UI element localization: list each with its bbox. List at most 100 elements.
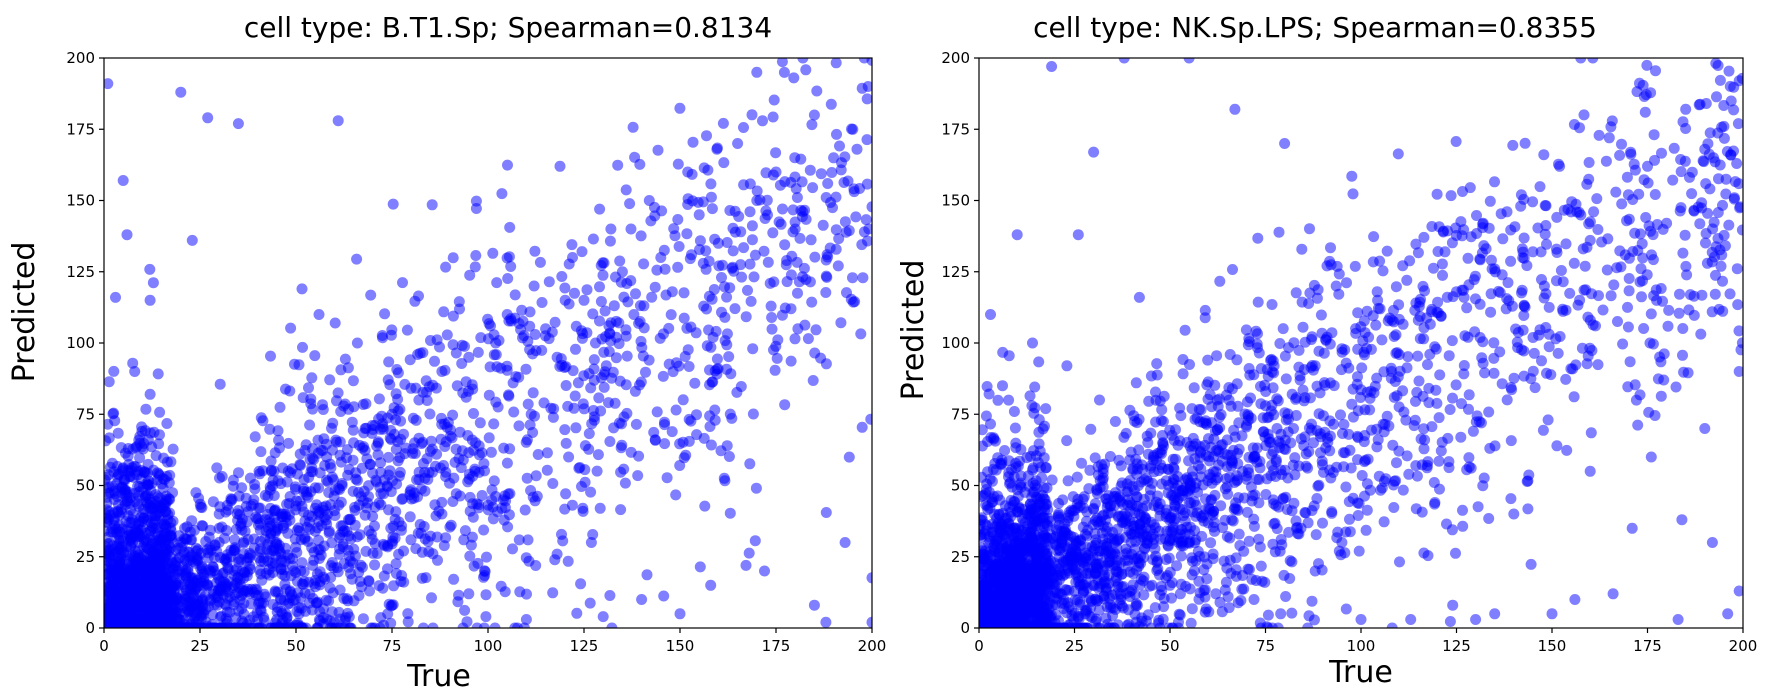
data-point	[144, 294, 156, 306]
trend-point	[461, 616, 473, 628]
trend-point	[768, 94, 780, 106]
trend-point	[354, 576, 366, 588]
trend-point	[487, 513, 499, 525]
trend-point	[472, 557, 484, 569]
trend-point	[705, 178, 717, 190]
trend-point	[719, 311, 731, 323]
trend-point	[678, 452, 690, 464]
trend-point	[705, 191, 717, 203]
trend-point	[522, 398, 534, 410]
trend-point	[458, 534, 470, 546]
trend-point	[791, 192, 803, 203]
trend-point	[438, 306, 450, 318]
trend-point	[372, 437, 384, 449]
trend-point	[652, 144, 664, 156]
trend-point	[587, 529, 599, 540]
trend-point	[721, 291, 733, 303]
trend-point	[275, 594, 287, 606]
trend-point	[387, 198, 399, 210]
trend-point	[687, 136, 699, 148]
cloud-point	[1302, 622, 1314, 628]
trend-point	[447, 310, 459, 322]
data-point	[309, 502, 321, 514]
trend-point	[806, 119, 818, 131]
trend-point	[356, 561, 368, 573]
trend-point	[314, 467, 326, 479]
y-tick-label-left: 50	[76, 477, 95, 495]
data-point	[359, 423, 371, 434]
trend-point	[792, 323, 804, 335]
cloud-point	[390, 558, 402, 570]
cloud-point	[1286, 556, 1298, 568]
cloud-point	[399, 378, 411, 390]
cloud-point	[120, 447, 131, 459]
cloud-point	[195, 501, 207, 513]
cloud-point	[309, 482, 321, 494]
trend-point	[570, 343, 581, 355]
data-point	[424, 445, 436, 457]
cloud-point	[547, 478, 559, 489]
cloud-point	[228, 622, 240, 628]
trend-point	[466, 379, 478, 391]
trend-point	[620, 330, 632, 342]
trend-point	[778, 66, 790, 78]
x-tick-label-left: 200	[858, 637, 887, 655]
cloud-point	[743, 547, 755, 559]
trend-point	[779, 239, 791, 251]
x-tick-label-left: 0	[99, 637, 109, 655]
scatter-points-right	[979, 58, 1743, 628]
cloud-point	[1003, 394, 1015, 406]
data-point	[605, 223, 617, 235]
trend-point	[309, 350, 321, 362]
data-point	[121, 229, 133, 241]
data-point	[351, 337, 363, 349]
trend-point	[569, 390, 581, 402]
trend-point	[531, 490, 543, 502]
trend-point	[594, 502, 606, 514]
x-tick-label-left: 50	[286, 637, 305, 655]
data-point	[451, 380, 463, 392]
cloud-point	[388, 580, 400, 592]
trend-point	[632, 470, 644, 482]
cloud-point	[1034, 445, 1046, 457]
trend-point	[686, 249, 697, 261]
cloud-point	[1370, 319, 1382, 331]
trend-point	[480, 611, 492, 623]
trend-point	[253, 465, 265, 477]
trend-point	[335, 364, 347, 376]
data-point	[375, 457, 386, 469]
trend-point	[578, 370, 590, 382]
y-tick-label-left: 0	[85, 619, 95, 637]
trend-point	[766, 312, 778, 323]
trend-point	[272, 425, 284, 437]
trend-point	[689, 377, 701, 389]
trend-point	[525, 408, 537, 420]
trend-point	[793, 276, 805, 288]
trend-point	[860, 214, 872, 226]
data-point	[655, 252, 667, 263]
cloud-point	[175, 536, 187, 548]
trend-point	[483, 432, 495, 444]
trend-point	[394, 403, 406, 415]
trend-point	[672, 214, 684, 225]
trend-point	[613, 317, 625, 329]
trend-point	[839, 151, 851, 163]
trend-point	[614, 375, 626, 387]
cloud-point	[114, 526, 126, 538]
trend-point	[439, 441, 451, 452]
y-tick-label-left: 100	[66, 334, 95, 352]
trend-point	[547, 411, 559, 423]
trend-point	[719, 475, 731, 487]
cloud-point	[153, 468, 165, 480]
trend-point	[317, 399, 328, 411]
trend-point	[715, 445, 727, 457]
data-point	[386, 408, 398, 420]
trend-point	[866, 201, 872, 213]
trend-point	[705, 341, 717, 353]
cloud-point	[279, 555, 291, 567]
data-point	[858, 58, 870, 64]
trend-point	[863, 223, 872, 235]
trend-point	[427, 379, 439, 391]
trend-point	[656, 205, 668, 217]
